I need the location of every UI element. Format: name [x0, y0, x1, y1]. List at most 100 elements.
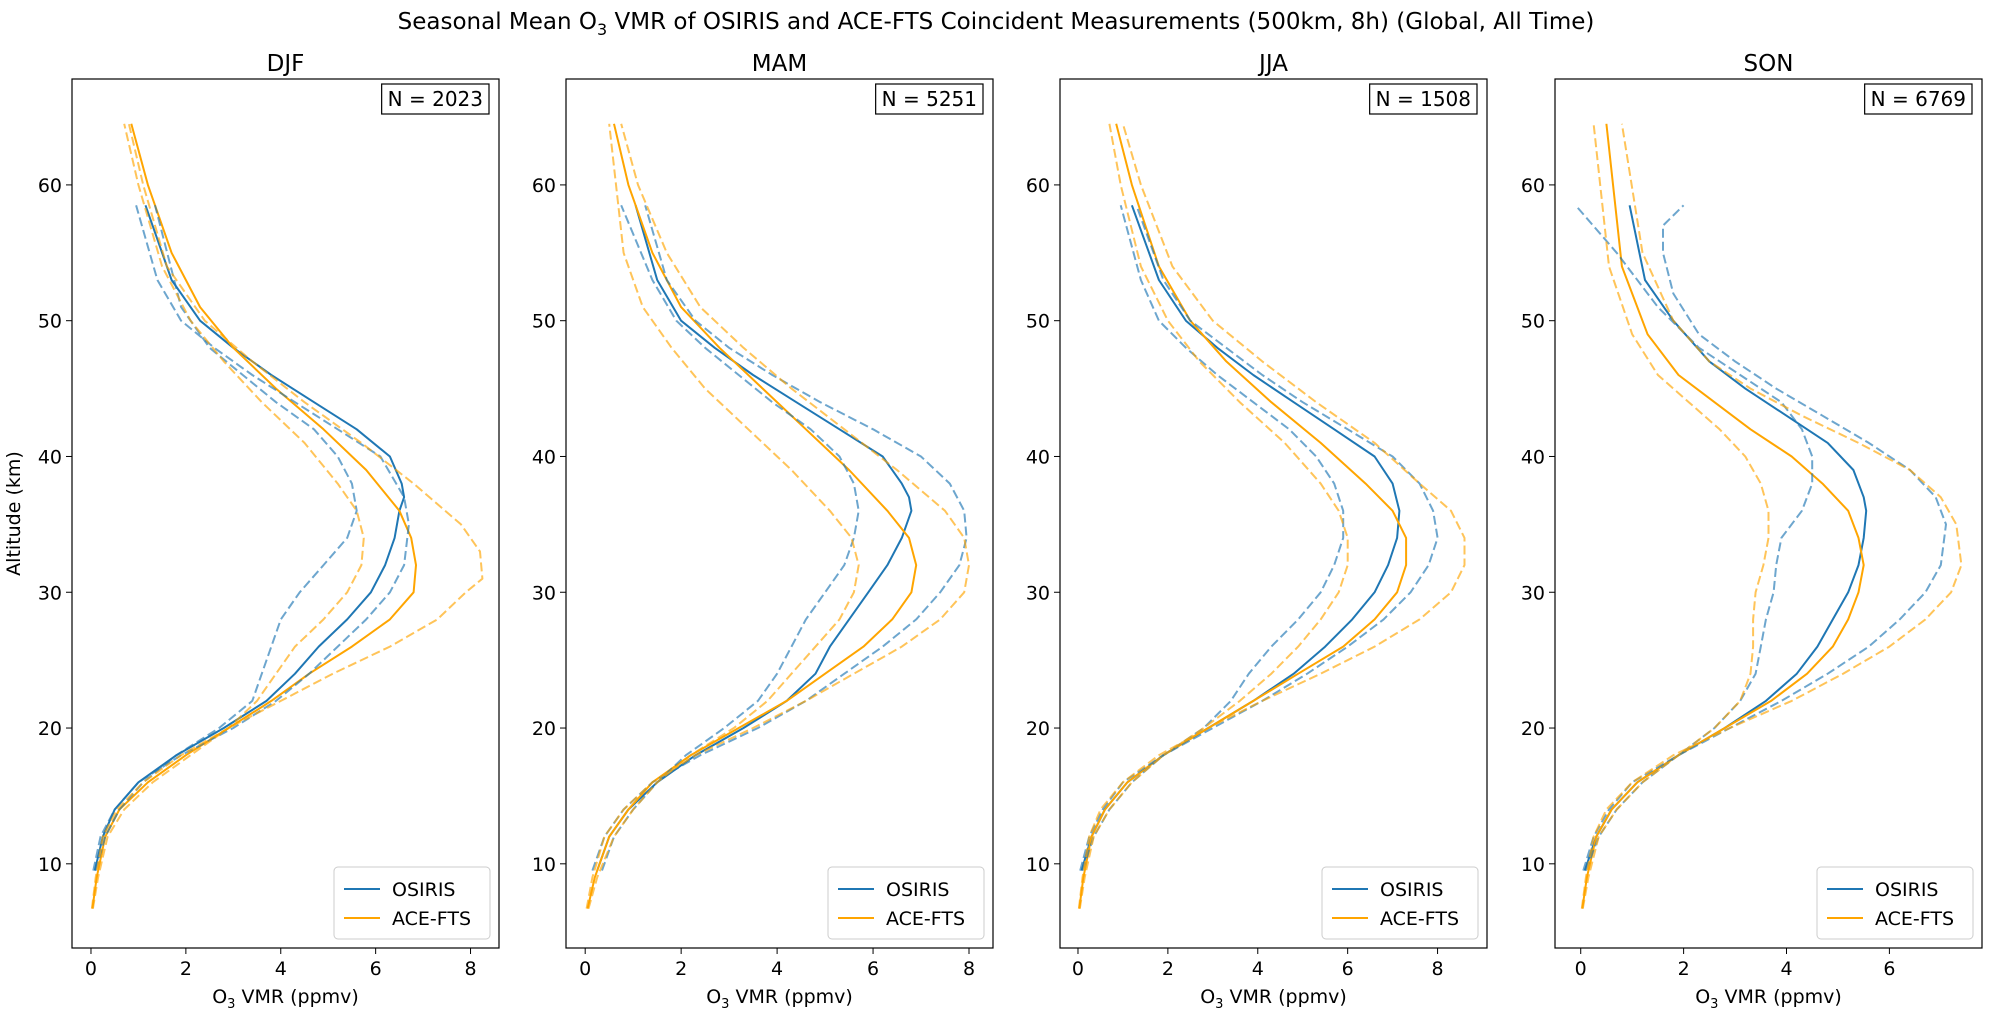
legend-label-acefts: ACE-FTS [886, 908, 965, 930]
y-tick-label: 50 [38, 311, 62, 333]
panel-title: DJF [267, 51, 305, 77]
legend-label-osiris: OSIRIS [392, 879, 456, 901]
panel-title: JJA [1257, 51, 1288, 77]
x-tick-label: 2 [1678, 958, 1690, 980]
y-tick-label: 20 [38, 718, 62, 740]
osiris-mean-line [1080, 204, 1401, 871]
y-tick-label: 30 [1026, 582, 1050, 604]
y-tick-label: 40 [1521, 446, 1545, 468]
legend-label-acefts: ACE-FTS [1875, 908, 1954, 930]
osiris-spread-line-3 [94, 205, 358, 871]
panel-title: MAM [752, 51, 807, 77]
y-tick-label: 20 [1521, 718, 1545, 740]
y-tick-label: 60 [38, 175, 62, 197]
sample-count-label: N = 2023 [388, 87, 483, 111]
x-axis-label: O3 VMR (ppmv) [1200, 986, 1347, 1012]
x-tick-label: 2 [180, 958, 192, 980]
legend: OSIRIS ACE-FTS [1816, 866, 1974, 940]
x-tick-label: 6 [867, 958, 879, 980]
y-tick-label: 60 [1521, 175, 1545, 197]
y-tick-label: 30 [532, 582, 556, 604]
x-tick-label: 0 [1072, 958, 1084, 980]
y-tick-label: 60 [532, 175, 556, 197]
x-tick-label: 8 [464, 958, 476, 980]
y-tick-label: 10 [1521, 854, 1545, 876]
series-group [90, 123, 484, 909]
x-tick-label: 4 [771, 958, 783, 980]
osiris-spread-line-3 [601, 204, 860, 871]
osiris-mean-line [1583, 205, 1868, 871]
panel-mam: 0 2 4 6 8 10 20 30 40 50 60 MAM O3 VMR (ppmv) N = 525… [532, 51, 994, 1012]
x-tick-label: 6 [1883, 958, 1895, 980]
osiris-spread-line-2 [92, 205, 410, 871]
osiris-spread-line-2 [1582, 204, 1947, 871]
legend-label-osiris: OSIRIS [886, 879, 950, 901]
osiris-spread-line-3 [1081, 205, 1345, 871]
legend-box [333, 866, 491, 940]
acefts-spread-line-4 [585, 123, 970, 909]
sample-count-label: N = 6769 [1871, 87, 1966, 111]
acefts-spread-line-5 [1078, 123, 1349, 909]
acefts-mean-line [91, 123, 417, 909]
sample-count-box [875, 83, 984, 115]
acefts-spread-line-5 [1581, 123, 1770, 909]
x-tick-label: 0 [85, 958, 97, 980]
panel-title: SON [1744, 51, 1794, 77]
y-tick-label: 20 [532, 718, 556, 740]
panel-jja: 0 2 4 6 8 10 20 30 40 50 60 JJA O3 VMR (ppmv) N = 150… [1026, 51, 1488, 1012]
y-tick-label: 10 [1026, 854, 1050, 876]
legend-label-osiris: OSIRIS [1380, 879, 1444, 901]
x-tick-label: 2 [1162, 958, 1174, 980]
x-tick-label: 4 [1252, 958, 1264, 980]
osiris-spread-line-2 [591, 205, 968, 871]
x-tick-label: 8 [963, 958, 975, 980]
y-tick-label: 10 [38, 854, 62, 876]
axes-frame [1059, 78, 1488, 949]
y-tick-label: 30 [1521, 582, 1545, 604]
series-group [1077, 123, 1466, 909]
y-tick-label: 50 [532, 311, 556, 333]
osiris-spread-line-2 [1079, 204, 1439, 871]
y-tick-label: 50 [1521, 311, 1545, 333]
acefts-spread-line-5 [91, 123, 365, 909]
axes-frame [1554, 78, 1983, 949]
axes-frame [565, 78, 994, 949]
x-tick-label: 6 [370, 958, 382, 980]
panel-djf: 0 2 4 6 8 10 20 30 40 50 60 DJF O3 VMR (ppmv) Altitud… [3, 51, 500, 1012]
acefts-spread-line-5 [587, 123, 860, 909]
sample-count-label: N = 5251 [882, 87, 977, 111]
x-axis-label: O3 VMR (ppmv) [212, 986, 359, 1012]
x-tick-label: 8 [1432, 958, 1444, 980]
x-tick-label: 6 [1342, 958, 1354, 980]
series-group [585, 123, 970, 909]
y-tick-label: 20 [1026, 718, 1050, 740]
acefts-mean-line [1581, 123, 1865, 909]
y-tick-label: 40 [1026, 446, 1050, 468]
panel-son: 0 2 4 6 10 20 30 40 50 60 SON O3 VMR (ppmv) N = 6769… [1521, 51, 1983, 1012]
osiris-spread-line-3 [1574, 204, 1814, 871]
y-tick-label: 60 [1026, 175, 1050, 197]
y-tick-label: 40 [38, 446, 62, 468]
series-group [1574, 123, 1963, 909]
y-tick-label: 40 [532, 446, 556, 468]
legend: OSIRIS ACE-FTS [333, 866, 491, 940]
sample-count-box [1864, 83, 1973, 115]
x-tick-label: 4 [275, 958, 287, 980]
x-axis-label: O3 VMR (ppmv) [1695, 986, 1842, 1012]
x-tick-label: 0 [579, 958, 591, 980]
x-tick-label: 0 [1575, 958, 1587, 980]
x-axis-label: O3 VMR (ppmv) [706, 986, 853, 1012]
figure-title: Seasonal Mean O3 VMR of OSIRIS and ACE-F… [398, 9, 1595, 39]
acefts-mean-line [1078, 123, 1408, 909]
y-tick-label: 30 [38, 582, 62, 604]
legend-box [1816, 866, 1974, 940]
sample-count-label: N = 1508 [1376, 87, 1471, 111]
x-tick-label: 4 [1780, 958, 1792, 980]
y-tick-label: 50 [1026, 311, 1050, 333]
osiris-mean-line [93, 204, 406, 871]
acefts-spread-line-4 [1077, 123, 1466, 909]
legend-box [827, 866, 985, 940]
legend-label-osiris: OSIRIS [1875, 879, 1939, 901]
legend-label-acefts: ACE-FTS [1380, 908, 1459, 930]
